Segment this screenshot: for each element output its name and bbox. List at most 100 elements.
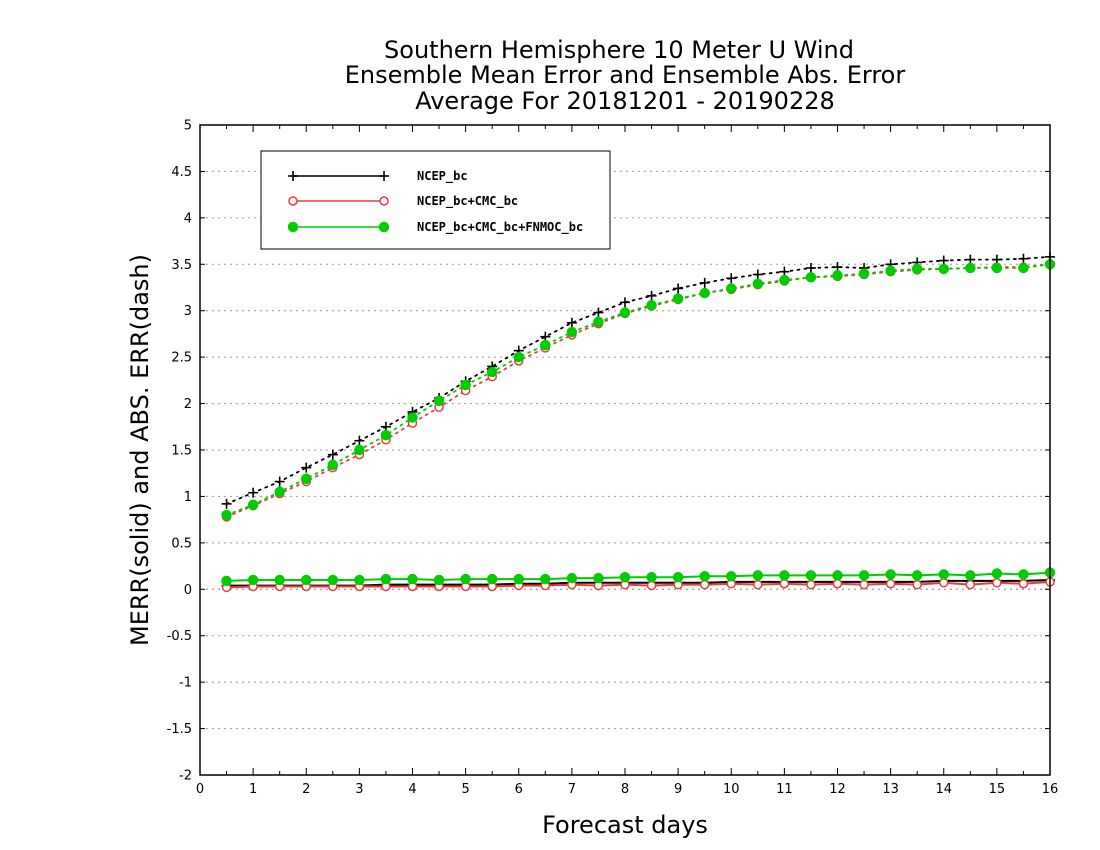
mean-err-point [540, 573, 551, 585]
abs-err-point [858, 268, 870, 279]
y-tick-label: 0.5 [171, 536, 192, 551]
abs-err-point [566, 326, 578, 338]
mean-err-point [646, 580, 657, 591]
mean-err-point [965, 579, 976, 590]
abs-err-point [540, 339, 551, 351]
abs-err-point [1018, 253, 1029, 264]
y-tick-label: -2 [179, 769, 192, 784]
legend-marker [288, 171, 298, 181]
mean-err-point [858, 570, 870, 581]
abs-err-point [301, 473, 312, 485]
mean-err-point [726, 571, 737, 582]
mean-err-point [354, 574, 365, 586]
mean-err-point [407, 573, 418, 585]
chart-title: Southern Hemisphere 10 Meter U Wind Ense… [345, 36, 906, 115]
mean-err-point [912, 579, 922, 590]
abs-err-point [832, 270, 843, 281]
x-tick-label: 16 [1042, 782, 1059, 797]
mean-err-point [805, 570, 817, 581]
mean-err-point [859, 579, 869, 590]
abs-err-point [752, 269, 763, 280]
abs-err-point [699, 277, 710, 288]
y-tick-label: 1.5 [171, 444, 192, 459]
abs-err-point [354, 435, 365, 446]
y-axis-label: MERR(solid) and ABS. ERR(dash) [126, 254, 154, 646]
abs-err-point [752, 278, 764, 290]
abs-err-point [646, 290, 657, 301]
abs-err-point [991, 262, 1003, 274]
axis-ticks: -2-1.5-1-0.500.511.522.533.544.550 1 2 3 4 5 6… [167, 119, 1059, 798]
mean-err-point [938, 569, 949, 580]
x-tick-label: 2 [302, 782, 310, 797]
x-tick-label: 14 [935, 782, 952, 797]
y-tick-label: 3 [184, 304, 192, 319]
x-tick-label: 9 [674, 782, 682, 797]
abs-err-point [911, 263, 923, 275]
y-tick-label: 2.5 [171, 351, 192, 366]
mean-err-point [939, 578, 949, 588]
mean-err-point [885, 569, 896, 580]
abs-err-line [225, 263, 1051, 516]
title-line-1: Southern Hemisphere 10 Meter U Wind [384, 36, 854, 64]
x-tick-label: 8 [621, 782, 629, 797]
abs-err-point [699, 287, 710, 299]
x-tick-label: 3 [355, 782, 363, 797]
mean-err-point [619, 571, 631, 583]
abs-err-point [460, 379, 471, 391]
abs-err-point [593, 307, 604, 318]
series-layer [221, 251, 1056, 593]
title-line-3: Average For 20181201 - 20190228 [415, 87, 835, 115]
mean-err-point [885, 578, 896, 589]
abs-err-point [433, 395, 445, 407]
series-ncep-bc-cmc-bc [221, 259, 1055, 593]
mean-err-point [992, 578, 1002, 588]
abs-err-point [566, 317, 577, 328]
plot-frame [199, 124, 1051, 776]
legend-marker [379, 171, 389, 181]
x-tick-label: 10 [723, 782, 740, 797]
mean-err-point [699, 571, 710, 582]
mean-err-point [221, 575, 232, 587]
abs-err-point [938, 263, 949, 275]
mean-err-point [513, 573, 524, 585]
grid [200, 170, 1050, 730]
legend: NCEP_bc NCEP_bc+CMC_bc NCEP_bc+CMC_bc+FNMO… [260, 150, 611, 250]
abs-err-line [225, 263, 1051, 518]
x-tick-label: 12 [829, 782, 846, 797]
mean-err-point [593, 572, 604, 584]
mean-err-point [911, 570, 923, 581]
abs-err-point [646, 299, 657, 311]
mean-err-point [672, 571, 684, 583]
x-tick-label: 7 [568, 782, 576, 797]
legend-marker [378, 221, 390, 233]
x-axis-label: Forecast days [542, 811, 708, 839]
mean-err-point [779, 578, 790, 589]
abs-err-point [301, 462, 312, 473]
y-tick-label: -0.5 [167, 629, 192, 644]
abs-err-point [354, 444, 365, 456]
x-tick-label: 6 [515, 782, 523, 797]
abs-err-point [407, 412, 418, 423]
mean-err-point [991, 568, 1003, 579]
mean-err-point [301, 574, 312, 586]
abs-err-point [805, 272, 817, 283]
y-tick-label: 0 [184, 583, 192, 598]
abs-err-point [726, 273, 737, 284]
abs-err-point [673, 283, 684, 294]
legend-label: NCEP_bc+CMC_bc+FNMOC_bc [417, 220, 583, 235]
x-tick-label: 0 [196, 782, 204, 797]
abs-err-point [779, 274, 790, 286]
x-tick-label: 13 [882, 782, 899, 797]
y-tick-label: 5 [184, 119, 192, 134]
mean-err-point [1018, 578, 1029, 589]
y-tick-label: 4 [184, 211, 192, 226]
abs-err-point [965, 262, 976, 274]
mean-err-point [247, 574, 259, 586]
abs-err-point [513, 351, 524, 363]
y-tick-label: 1 [184, 490, 192, 505]
y-tick-label: 3.5 [171, 258, 192, 273]
mean-err-point [806, 579, 816, 590]
abs-err-point [593, 316, 604, 328]
x-tick-label: 4 [408, 782, 416, 797]
